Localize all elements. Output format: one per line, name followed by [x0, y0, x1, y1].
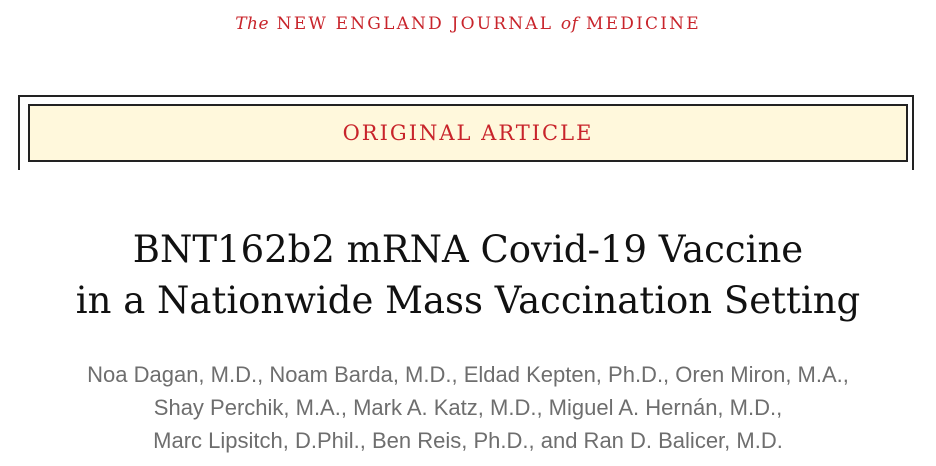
title-line-2: in a Nationwide Mass Vaccination Setting: [75, 279, 861, 322]
article-type-label: ORIGINAL ARTICLE: [342, 121, 594, 145]
masthead-of: of: [560, 14, 579, 34]
masthead-name-part1: NEW ENGLAND JOURNAL: [276, 14, 554, 34]
authors-line-2: Shay Perchik, M.A., Mark A. Katz, M.D., …: [153, 395, 783, 420]
masthead-the: The: [235, 14, 270, 34]
masthead-name-part2: MEDICINE: [586, 14, 701, 34]
article-title: BNT162b2 mRNA Covid-19 Vaccine in a Nati…: [0, 224, 936, 326]
journal-masthead: The NEW ENGLAND JOURNAL of MEDICINE: [0, 14, 936, 34]
authors-line-3: Marc Lipsitch, D.Phil., Ben Reis, Ph.D.,…: [153, 428, 783, 453]
author-list: Noa Dagan, M.D., Noam Barda, M.D., Eldad…: [0, 358, 936, 457]
banner-frame: [18, 95, 914, 170]
article-type-banner: ORIGINAL ARTICLE: [28, 104, 908, 162]
title-line-1: BNT162b2 mRNA Covid-19 Vaccine: [132, 228, 804, 271]
authors-line-1: Noa Dagan, M.D., Noam Barda, M.D., Eldad…: [87, 362, 849, 387]
